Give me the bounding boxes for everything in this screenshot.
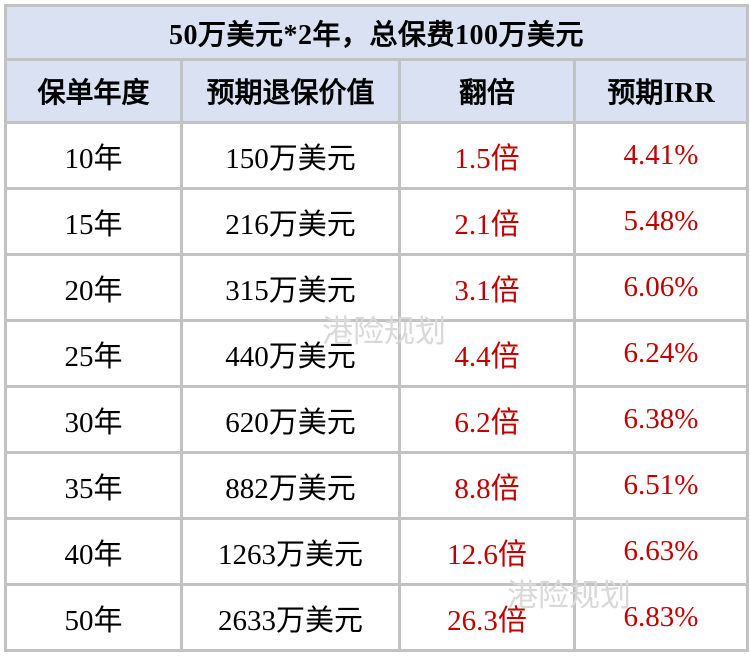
column-header: 保单年度	[4, 58, 183, 124]
table-cell: 30年	[4, 385, 183, 454]
table-cell: 10年	[4, 121, 183, 190]
table-cell: 150万美元	[180, 121, 401, 190]
insurance-illustration-table: 50万美元*2年，总保费100万美元 保单年度 预期退保价值 翻倍 预期IRR 10年…	[3, 4, 750, 652]
table-row: 25年 440万美元 4.4倍 6.24%	[4, 319, 750, 388]
table-cell: 315万美元	[180, 253, 401, 322]
table-cell: 2.1倍	[398, 187, 576, 256]
table-cell: 6.51%	[572, 451, 750, 520]
table-cell: 6.38%	[572, 385, 750, 454]
table-row: 40年 1263万美元 12.6倍 6.63%	[4, 517, 750, 586]
table-body: 10年 150万美元 1.5倍 4.41% 15年 216万美元 2.1倍 5.48% 20年 3…	[4, 121, 750, 652]
table-cell: 4.41%	[572, 121, 750, 190]
column-header: 翻倍	[398, 58, 576, 124]
table-cell: 6.24%	[572, 319, 750, 388]
table-cell: 50年	[4, 583, 183, 652]
table-cell: 5.48%	[572, 187, 750, 256]
table-cell: 2633万美元	[180, 583, 401, 652]
table-row: 30年 620万美元 6.2倍 6.38%	[4, 385, 750, 454]
column-header: 预期IRR	[572, 58, 750, 124]
table-cell: 35年	[4, 451, 183, 520]
table-cell: 440万美元	[180, 319, 401, 388]
table-cell: 8.8倍	[398, 451, 576, 520]
table-row: 15年 216万美元 2.1倍 5.48%	[4, 187, 750, 256]
table-row: 35年 882万美元 8.8倍 6.51%	[4, 451, 750, 520]
table-cell: 6.2倍	[398, 385, 576, 454]
table-cell: 1.5倍	[398, 121, 576, 190]
table-title: 50万美元*2年，总保费100万美元	[3, 4, 750, 61]
table-cell: 216万美元	[180, 187, 401, 256]
table-cell: 620万美元	[180, 385, 401, 454]
table-cell: 12.6倍	[398, 517, 576, 586]
table-cell: 6.63%	[572, 517, 750, 586]
table-cell: 1263万美元	[180, 517, 401, 586]
table-cell: 6.06%	[572, 253, 750, 322]
table-cell: 3.1倍	[398, 253, 576, 322]
table-cell: 20年	[4, 253, 183, 322]
table-cell: 6.83%	[572, 583, 750, 652]
table-cell: 26.3倍	[398, 583, 576, 652]
column-header-row: 保单年度 预期退保价值 翻倍 预期IRR	[4, 58, 750, 124]
table-cell: 15年	[4, 187, 183, 256]
table-row: 50年 2633万美元 26.3倍 6.83%	[4, 583, 750, 652]
column-header: 预期退保价值	[180, 58, 401, 124]
table-cell: 40年	[4, 517, 183, 586]
table-row: 20年 315万美元 3.1倍 6.06%	[4, 253, 750, 322]
table-cell: 4.4倍	[398, 319, 576, 388]
table-row: 10年 150万美元 1.5倍 4.41%	[4, 121, 750, 190]
table-cell: 882万美元	[180, 451, 401, 520]
title-row: 50万美元*2年，总保费100万美元	[3, 4, 750, 61]
table-cell: 25年	[4, 319, 183, 388]
